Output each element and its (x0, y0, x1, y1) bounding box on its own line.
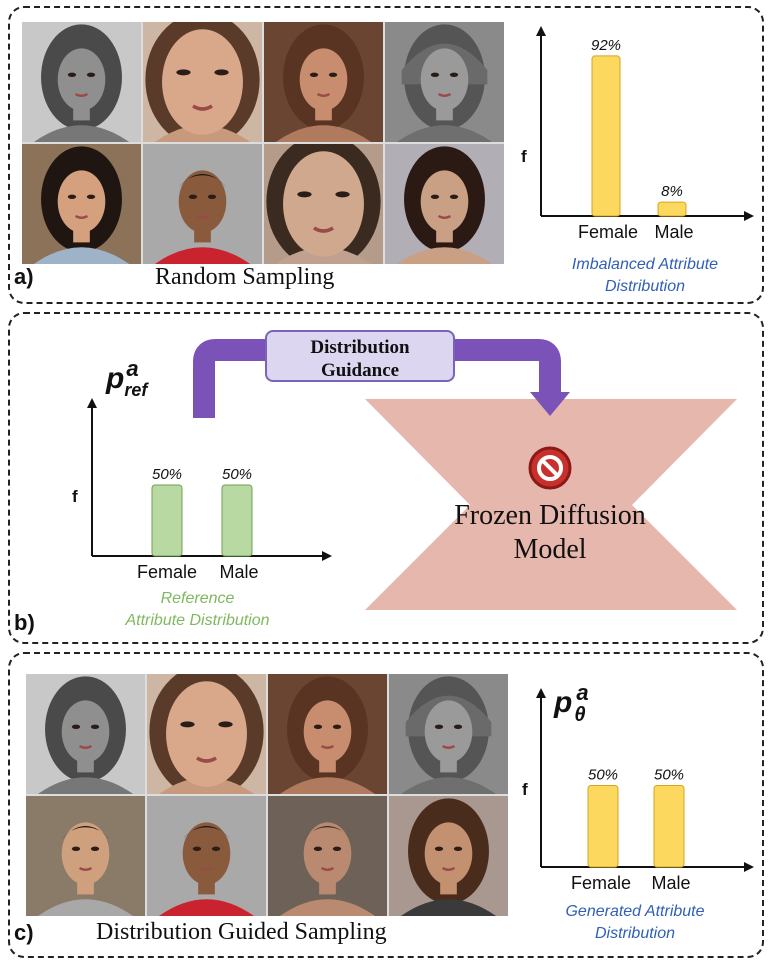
y-axis-label: f (521, 147, 527, 166)
face-image (264, 144, 383, 264)
face-image (385, 144, 504, 264)
panel-a-letter: a) (14, 264, 34, 289)
face-image (143, 144, 262, 264)
caption-imbalanced: Imbalanced Attribute Distribution (540, 254, 750, 298)
panel-distribution-guidance (8, 312, 764, 644)
y-axis-arrowhead (536, 26, 546, 36)
model-line2: Model (513, 534, 587, 565)
value-label: 50% (654, 767, 684, 784)
category-label: Female (571, 873, 631, 893)
bar-female (151, 484, 183, 557)
face-image (264, 22, 383, 142)
x-axis-arrowhead (744, 862, 754, 872)
value-label: 50% (152, 466, 182, 483)
caption-reference-line1: Reference (160, 590, 235, 607)
face-grid-random (22, 22, 504, 264)
caption-generated-line1: Generated Attribute (565, 903, 705, 920)
guidance-line2: Guidance (320, 360, 400, 381)
face-image (22, 22, 141, 142)
category-label: Male (219, 562, 258, 582)
panel-guided-sampling (8, 652, 764, 958)
category-label: Female (578, 222, 638, 242)
guidance-arrowhead (530, 392, 570, 416)
frozen-model-label: Frozen Diffusion Model (405, 499, 695, 567)
bar-male (221, 484, 253, 557)
category-label: Male (651, 873, 690, 893)
y-axis-label: f (72, 487, 78, 506)
value-label: 92% (591, 37, 621, 54)
caption-generated: Generated Attribute Distribution (530, 901, 740, 945)
caption-reference-line2: Attribute Distribution (125, 612, 270, 629)
face-image (26, 796, 145, 916)
x-axis-arrowhead (322, 551, 332, 561)
x-axis-arrowhead (744, 211, 754, 221)
panel-random-sampling (8, 6, 764, 304)
chart-imbalanced-svg: f 92% Female 8% Male (521, 26, 754, 242)
face-image (268, 674, 387, 794)
face-image (26, 674, 145, 794)
face-image (143, 22, 262, 142)
panel-c-title: Distribution Guided Sampling (96, 919, 387, 945)
panel-c-letter: c) (14, 920, 34, 945)
y-axis-label: f (522, 780, 528, 799)
caption-reference: Reference Attribute Distribution (90, 588, 305, 632)
face-image (389, 674, 508, 794)
value-label: 8% (661, 183, 683, 200)
face-grid-guided (26, 674, 508, 916)
bar-female (591, 55, 621, 217)
face-image (389, 796, 508, 916)
value-label: 50% (222, 466, 252, 483)
caption-imbalanced-line2: Distribution (604, 278, 686, 295)
category-label: Male (654, 222, 693, 242)
caption-generated-line2: Distribution (594, 925, 676, 942)
face-image (385, 22, 504, 142)
model-line1: Frozen Diffusion (454, 500, 646, 531)
face-image (268, 796, 387, 916)
bar-male (653, 785, 685, 868)
p-ref-label: p a ref (106, 356, 150, 400)
p-ref-base: p (106, 362, 125, 395)
frozen-model-shape (365, 399, 737, 610)
bar-male (657, 201, 687, 217)
caption-imbalanced-line1: Imbalanced Attribute (571, 256, 719, 273)
p-theta-sub: θ (574, 704, 586, 726)
panel-b-letter: b) (14, 610, 35, 635)
no-entry-icon (528, 446, 572, 490)
face-image (147, 796, 266, 916)
face-image (22, 144, 141, 264)
p-ref-sup: a (126, 356, 139, 381)
value-label: 50% (588, 767, 618, 784)
panel-a-title: Random Sampling (155, 264, 335, 290)
category-label: Female (137, 562, 197, 582)
guidance-line1: Distribution (310, 337, 410, 358)
p-ref-sub: ref (124, 380, 148, 400)
p-theta-label: p a θ (554, 680, 598, 726)
p-theta-sup: a (576, 680, 589, 705)
p-theta-base: p (554, 686, 573, 719)
y-axis-arrowhead (536, 688, 546, 698)
distribution-guidance-box: Distribution Guidance (265, 330, 455, 382)
bar-female (587, 785, 619, 868)
y-axis-arrowhead (87, 398, 97, 408)
face-image (147, 674, 266, 794)
